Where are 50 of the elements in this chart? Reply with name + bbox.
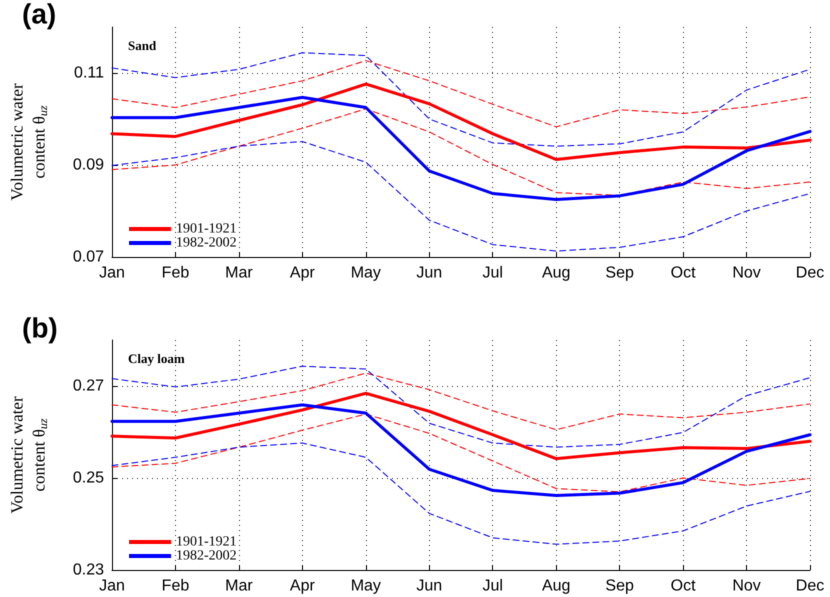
legend-label: 1901-1921 xyxy=(176,222,237,236)
line-series xyxy=(112,52,810,147)
x-tick-label: Sep xyxy=(605,264,634,282)
line-series xyxy=(112,366,810,448)
y-tick-label: 0.11 xyxy=(74,64,104,82)
line-series xyxy=(112,372,810,430)
y-tick-label: 0.07 xyxy=(72,248,104,266)
line-series xyxy=(110,403,812,497)
legend-label: 1982-2002 xyxy=(176,236,237,250)
x-tick-label: Nov xyxy=(732,264,761,282)
y-tick-label: 0.27 xyxy=(72,378,104,394)
x-tick-label: Aug xyxy=(542,578,570,594)
x-tick-label: Dec xyxy=(796,264,824,282)
line-series xyxy=(110,96,812,201)
x-tick-label: Jul xyxy=(482,264,503,282)
line-series xyxy=(110,82,812,161)
x-tick-label: Mar xyxy=(225,264,254,282)
x-tick-label: Nov xyxy=(732,578,761,594)
legend-label: 1982-2002 xyxy=(176,548,237,564)
chart-title: (b) xyxy=(22,312,58,344)
x-tick-label: Oct xyxy=(670,264,696,282)
line-series xyxy=(112,442,810,545)
x-tick-label: May xyxy=(350,264,381,282)
x-tick-label: May xyxy=(350,578,381,594)
x-tick-label: Feb xyxy=(162,264,190,282)
x-tick-label: Sep xyxy=(605,578,634,594)
x-tick-label: Jun xyxy=(416,264,442,282)
line-series xyxy=(112,141,810,252)
x-tick-label: Jan xyxy=(99,264,125,282)
y-tick-label: 0.23 xyxy=(72,562,104,578)
legend-label: 1901-1921 xyxy=(176,534,237,550)
x-tick-label: Jun xyxy=(416,578,442,594)
x-tick-label: Apr xyxy=(290,264,316,282)
annotation: Clay loam xyxy=(128,351,185,366)
y-tick-label: 0.25 xyxy=(72,470,104,486)
x-tick-label: Jan xyxy=(99,578,125,594)
x-tick-label: Feb xyxy=(162,578,190,594)
x-tick-label: Jul xyxy=(482,578,503,594)
x-tick-label: Oct xyxy=(670,578,696,594)
line-series xyxy=(110,392,812,460)
x-tick-label: Aug xyxy=(542,264,570,282)
x-tick-label: Mar xyxy=(225,578,254,594)
line-series xyxy=(112,60,810,128)
line-series xyxy=(112,414,810,492)
annotation: Sand xyxy=(128,38,157,53)
x-tick-label: Apr xyxy=(290,578,316,594)
chart-title: (a) xyxy=(22,0,56,30)
y-tick-label: 0.09 xyxy=(72,156,104,174)
x-tick-label: Dec xyxy=(796,578,824,594)
line-series xyxy=(112,108,810,196)
